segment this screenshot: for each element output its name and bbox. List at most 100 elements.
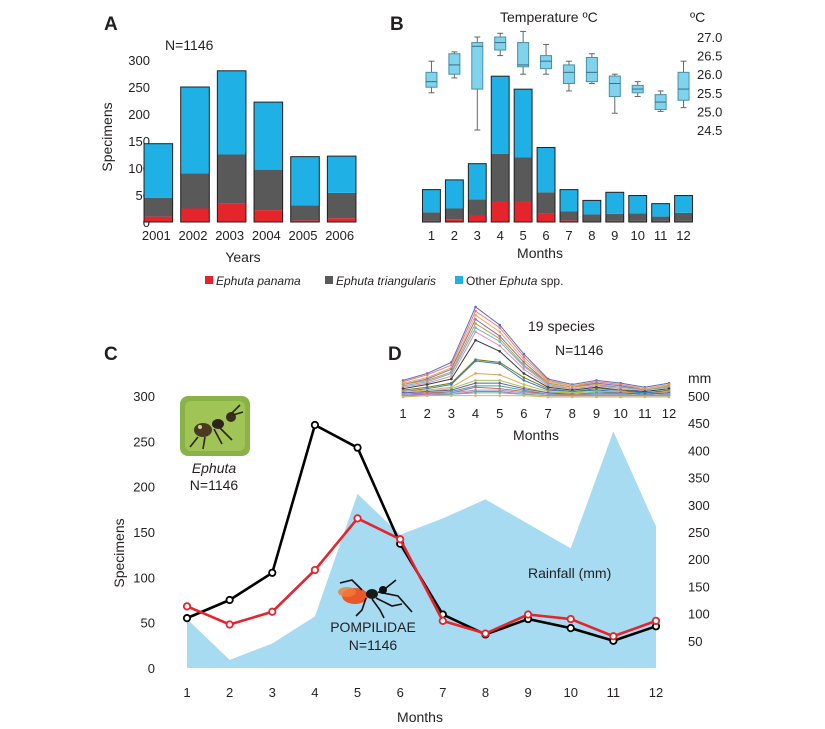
panel-d-n-annotation: N=1146 <box>555 342 604 358</box>
panel-b-bar-7-s0 <box>560 220 578 222</box>
panel-d-point-13-4 <box>474 381 477 385</box>
panel-b-bar-1-s1 <box>422 212 441 221</box>
panel-a-bar-outline-2004 <box>253 101 284 223</box>
panel-b-letter: B <box>390 14 404 35</box>
panel-c-y2-tick-350: 350 <box>688 471 710 486</box>
panel-b-bar-10-s2 <box>628 195 647 214</box>
panel-c-point-ephuta-2 <box>225 595 234 605</box>
panel-d-x-tick-10: 10 <box>613 406 627 421</box>
panel-d-point-10-3 <box>450 383 453 386</box>
panel-b-bar-6-s1 <box>537 192 555 214</box>
panel-d-point-10-4 <box>474 359 477 363</box>
panel-d-x-tick-3: 3 <box>448 406 455 421</box>
panel-c-line-pompilidae <box>186 517 657 638</box>
panel-d-x-tick-2: 2 <box>424 406 431 421</box>
ephuta-label: Ephuta <box>192 460 237 476</box>
panel-b-bar-12-s0 <box>674 220 693 222</box>
panel-b-bar-12-s2 <box>674 195 693 213</box>
panel-c-x-tick-8: 8 <box>482 685 489 700</box>
panel-b-x-tick-1: 1 <box>428 228 435 243</box>
temp-box-12 <box>677 71 690 101</box>
panel-d-point-11-5 <box>498 373 502 377</box>
panel-c-y-tick-200: 200 <box>133 480 155 495</box>
panel-d-point-1-4 <box>474 305 477 309</box>
panel-d-point-18-4 <box>474 391 477 395</box>
panel-d-series-7 <box>402 331 670 392</box>
panel-a-y-tick-300: 300 <box>128 53 150 68</box>
panel-c-x-tick-9: 9 <box>524 685 531 700</box>
panel-c-y-tick-300: 300 <box>133 389 155 404</box>
panel-c-y2-tick-200: 200 <box>688 552 710 567</box>
temperature-tick-26.5: 26.5 <box>697 49 722 64</box>
panel-a-y-tick-200: 200 <box>128 107 150 122</box>
panel-a-bar-2005-s0 <box>290 220 320 222</box>
panel-b-x-axis-title: Months <box>517 245 563 261</box>
pompilidae-label: POMPILIDAE <box>330 619 416 635</box>
panel-a-bar-outline-2003 <box>216 70 247 223</box>
panel-b-bar-6-s0 <box>537 213 555 222</box>
panel-d-point-19-8 <box>570 395 574 399</box>
panel-d-point-3-4 <box>474 313 477 317</box>
panel-a-x-tick-2006: 2006 <box>325 228 354 243</box>
panel-d-point-19-9 <box>595 395 598 399</box>
panel-b-bar-8-s1 <box>582 214 601 222</box>
panel-d-point-4-5 <box>498 334 502 338</box>
panel-b-bar-2-s2 <box>445 179 464 209</box>
panel-a-bar-2003-s2 <box>217 70 246 155</box>
temp-box-2 <box>448 53 461 75</box>
panel-d-point-19-11 <box>643 395 647 399</box>
panel-a-bar-outline-2006 <box>326 155 357 223</box>
panel-a-bar-outline-2001 <box>143 143 174 223</box>
panel-b-bar-8-s2 <box>582 200 601 215</box>
panel-c-y-tick-100: 100 <box>133 570 155 585</box>
panel-a-x-axis-title: Years <box>225 249 260 265</box>
panel-c-x-tick-2: 2 <box>226 685 233 700</box>
panel-c-x-tick-1: 1 <box>183 685 190 700</box>
panel-c-point-pompilidae-9 <box>523 610 533 619</box>
panel-a-bar-2004-s1 <box>254 169 283 211</box>
panel-d-point-6-5 <box>498 340 502 343</box>
panel-d-point-10-6 <box>522 379 526 382</box>
panel-b-x-tick-8: 8 <box>588 228 595 243</box>
panel-d-point-19-2 <box>425 394 429 397</box>
panel-c-y-tick-150: 150 <box>133 525 155 540</box>
panel-c-y2-tick-450: 450 <box>688 416 710 431</box>
temp-box-6 <box>540 55 553 70</box>
panel-b-x-tick-10: 10 <box>630 228 644 243</box>
panel-b-bar-11-s2 <box>651 203 670 217</box>
panel-d-series-11 <box>402 372 670 395</box>
panel-b-bar-outline-9 <box>605 191 625 223</box>
panel-a-bar-2002-s0 <box>180 208 210 222</box>
panel-b-bar-7-s2 <box>560 189 578 212</box>
panel-a-bar-2005-s1 <box>290 205 320 221</box>
panel-a-x-tick-2005: 2005 <box>289 228 318 243</box>
panel-d-series-1 <box>402 306 670 388</box>
panel-d-x-tick-6: 6 <box>520 406 527 421</box>
panel-c-chart: Specimens Months Rainfall (mm) Ephuta N=… <box>111 389 710 725</box>
panel-d-series-16 <box>403 389 670 397</box>
panel-c-x-axis-title: Months <box>397 709 443 725</box>
panel-b-bar-10-s0 <box>628 220 647 222</box>
panel-d-point-3-5 <box>498 330 502 334</box>
panel-d-point-2-5 <box>498 326 502 330</box>
panel-d-point-15-4 <box>474 386 477 389</box>
panel-b-bar-9-s0 <box>605 220 624 222</box>
panel-d-point-10-5 <box>498 362 502 366</box>
panel-a-bar-2003-s0 <box>217 203 246 222</box>
panel-b-x-tick-12: 12 <box>676 228 690 243</box>
panel-c-point-ephuta-3 <box>268 568 277 577</box>
legend-swatch-0 <box>205 276 213 284</box>
legend-swatch-2 <box>455 276 463 284</box>
panel-d-point-5-4 <box>474 322 477 325</box>
panel-c-y2-tick-300: 300 <box>688 498 710 513</box>
panel-d-point-19-1 <box>401 395 405 399</box>
legend-label-0: Ephuta panama <box>216 274 301 288</box>
panel-b-bar-1-s0 <box>422 220 441 222</box>
panel-b-bar-9-s1 <box>605 213 624 221</box>
panel-d-point-6-4 <box>474 326 477 330</box>
panel-d-point-7-3 <box>450 374 453 378</box>
panel-b-bar-outline-10 <box>628 195 648 223</box>
panel-c-point-pompilidae-2 <box>225 620 234 629</box>
pompilidae-n-label: N=1146 <box>349 637 398 653</box>
